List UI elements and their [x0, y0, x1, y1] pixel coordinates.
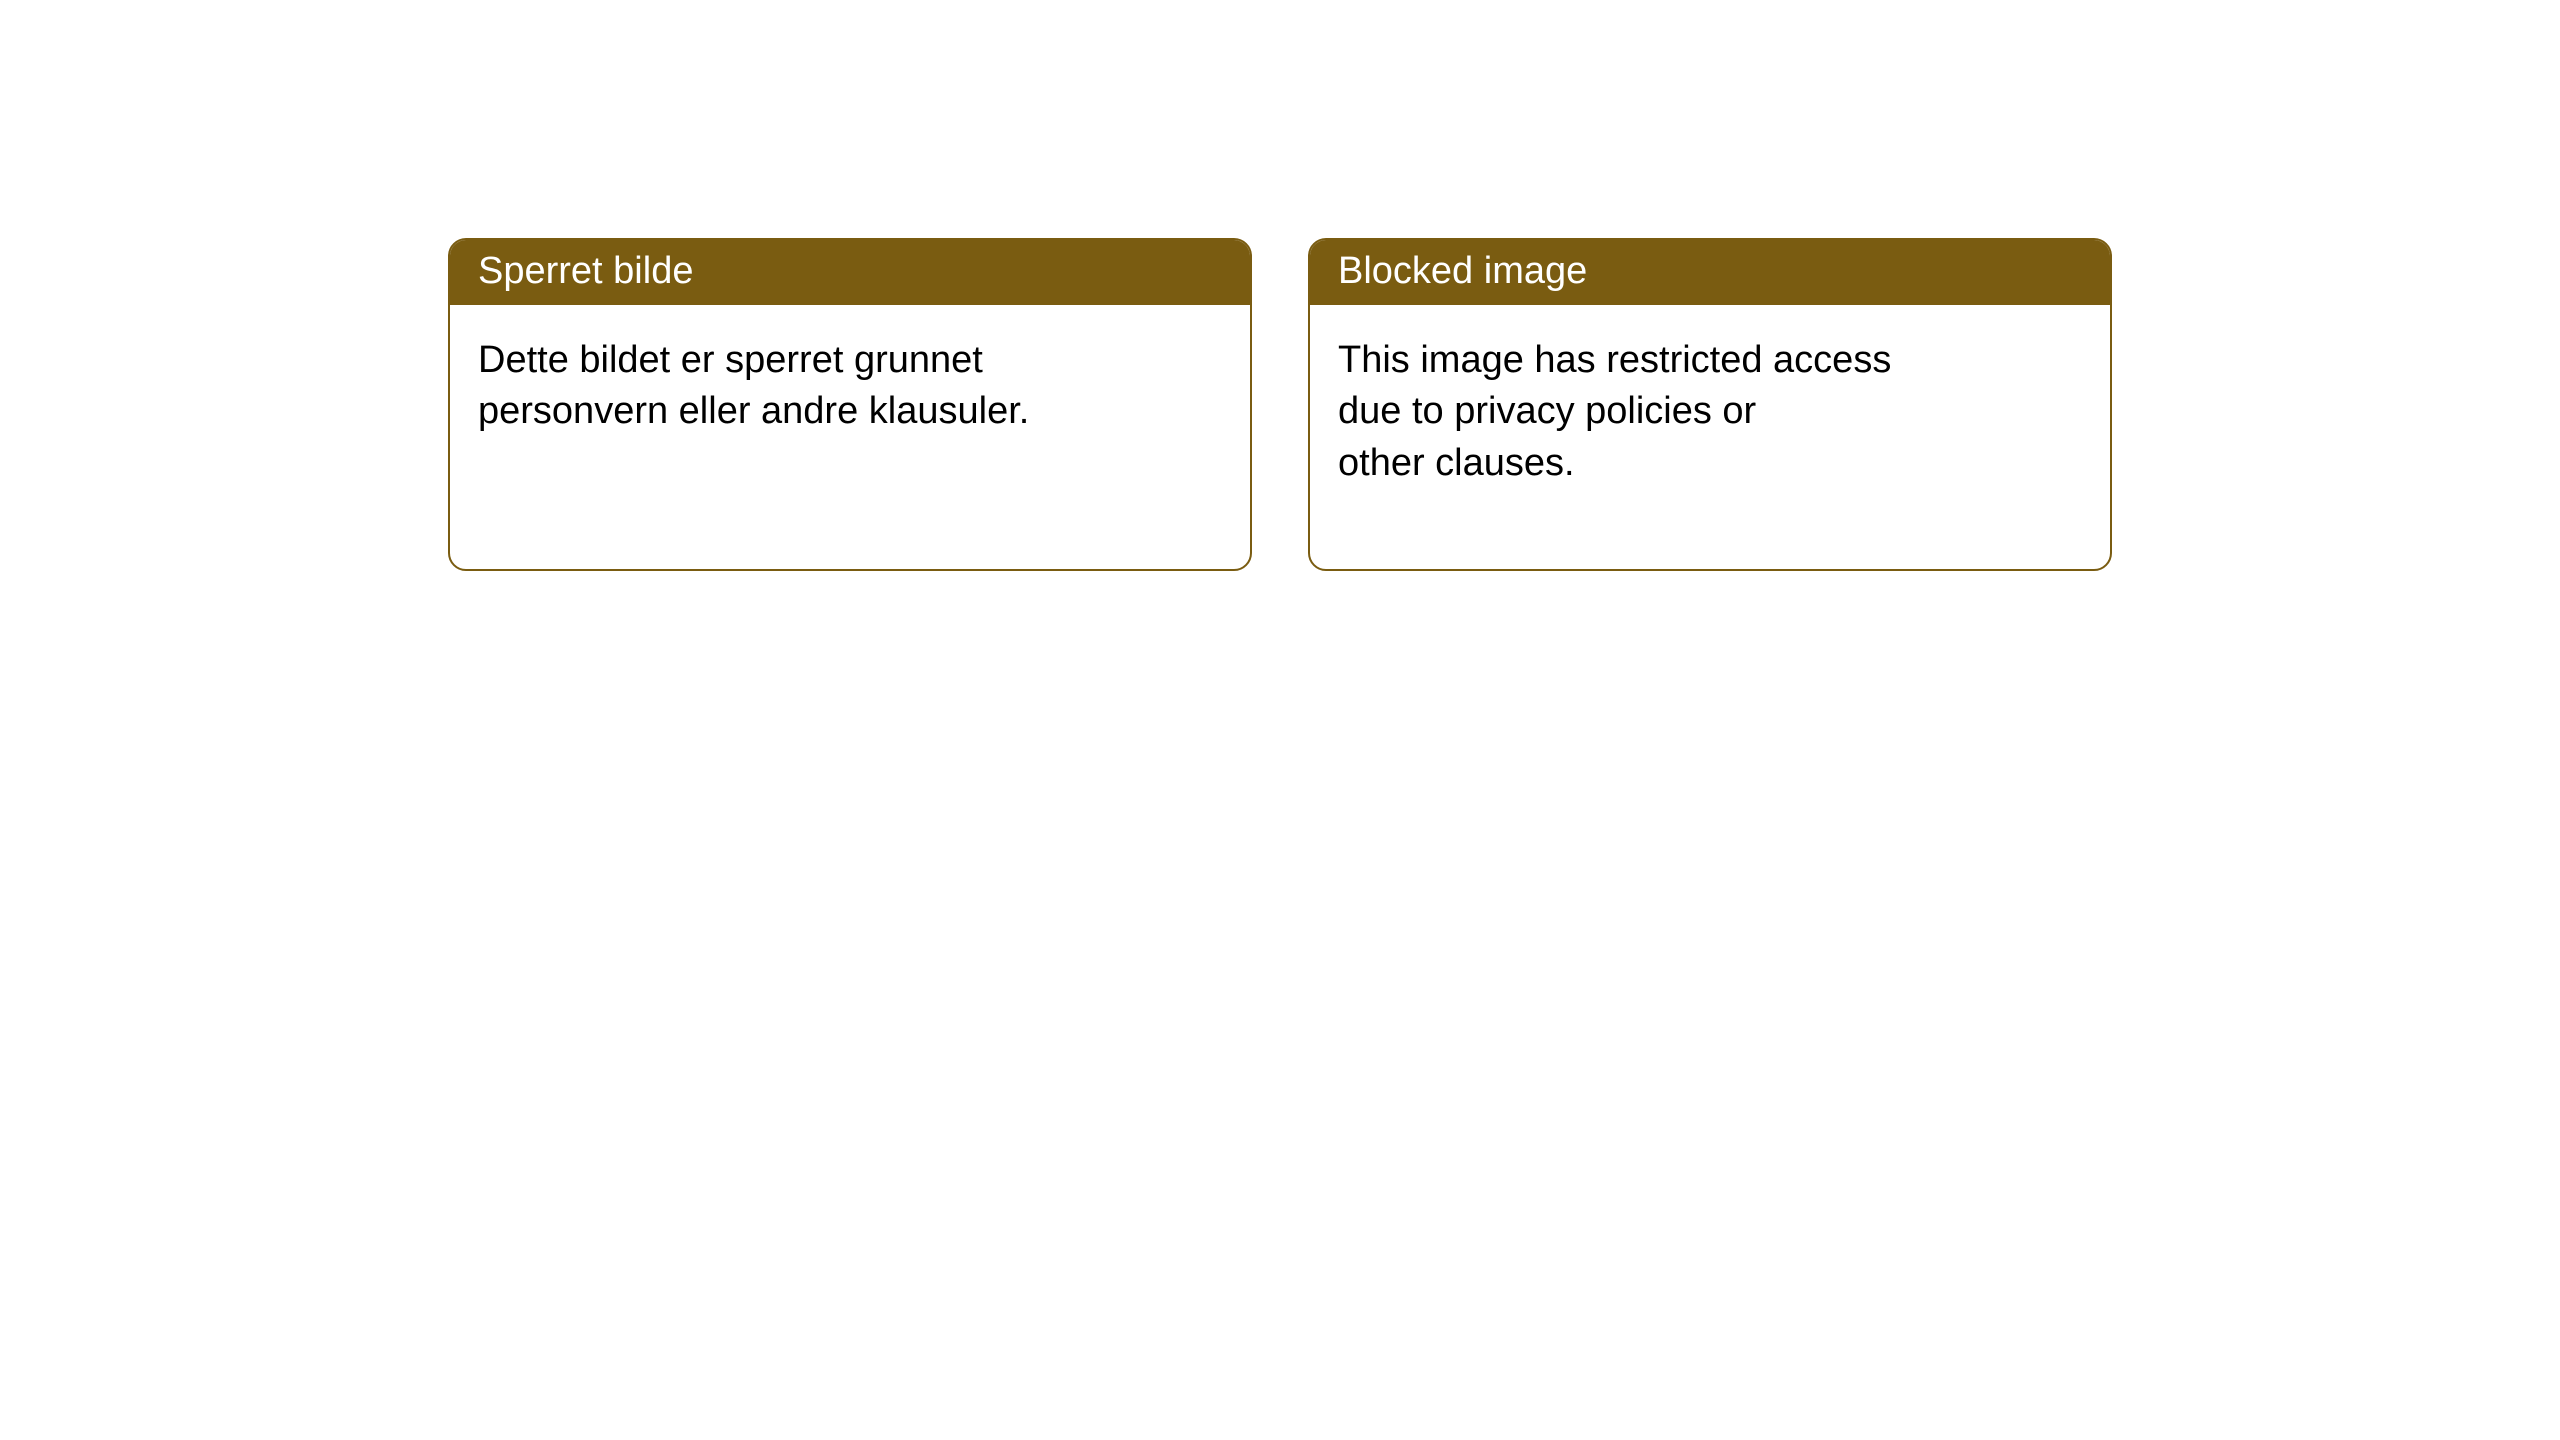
notice-box-english: Blocked image This image has restricted …: [1308, 238, 2112, 571]
notice-container: Sperret bilde Dette bildet er sperret gr…: [0, 0, 2560, 571]
notice-body-norwegian: Dette bildet er sperret grunnet personve…: [450, 305, 1130, 518]
notice-box-norwegian: Sperret bilde Dette bildet er sperret gr…: [448, 238, 1252, 571]
notice-title-english: Blocked image: [1310, 240, 2110, 305]
notice-body-english: This image has restricted access due to …: [1310, 305, 1990, 569]
notice-title-norwegian: Sperret bilde: [450, 240, 1250, 305]
